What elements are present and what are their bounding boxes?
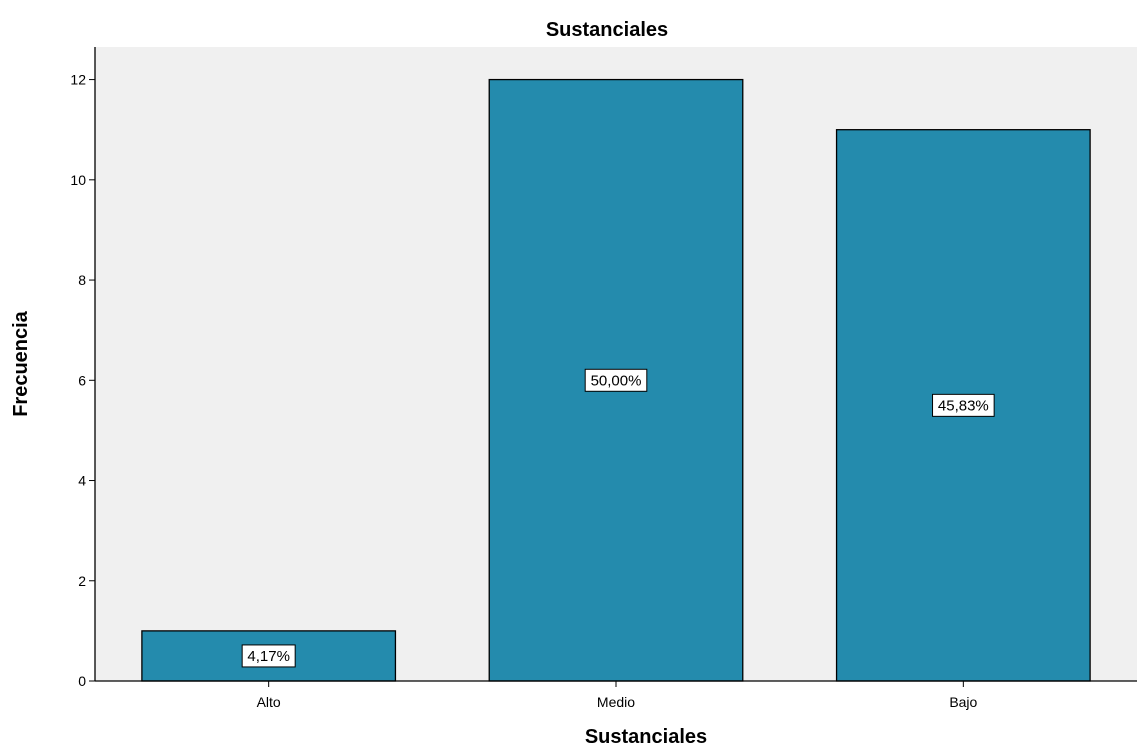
y-tick-label: 4 bbox=[78, 473, 86, 489]
x-tick-label-medio: Medio bbox=[597, 694, 635, 710]
y-tick-label: 10 bbox=[70, 172, 86, 188]
data-label-box-medio bbox=[584, 368, 648, 392]
data-label-alto: 4,17% bbox=[247, 648, 290, 665]
x-axis-title: Sustanciales bbox=[585, 726, 707, 746]
data-label-bajo: 45,83% bbox=[938, 397, 989, 414]
x-tick-label-alto: Alto bbox=[257, 694, 281, 710]
y-tick-label: 8 bbox=[78, 272, 86, 288]
y-tick-label: 6 bbox=[78, 372, 86, 388]
y-tick-label: 2 bbox=[78, 573, 86, 589]
y-axis-title: Frecuencia bbox=[10, 310, 32, 416]
data-label-box-bajo bbox=[932, 393, 995, 417]
chart-title: Sustanciales bbox=[546, 19, 668, 41]
y-tick-label: 12 bbox=[70, 72, 86, 88]
data-label-box-alto bbox=[241, 644, 296, 668]
data-label-medio: 50,00% bbox=[591, 372, 642, 389]
x-tick-label-bajo: Bajo bbox=[949, 694, 977, 710]
y-tick-label: 0 bbox=[78, 673, 86, 689]
